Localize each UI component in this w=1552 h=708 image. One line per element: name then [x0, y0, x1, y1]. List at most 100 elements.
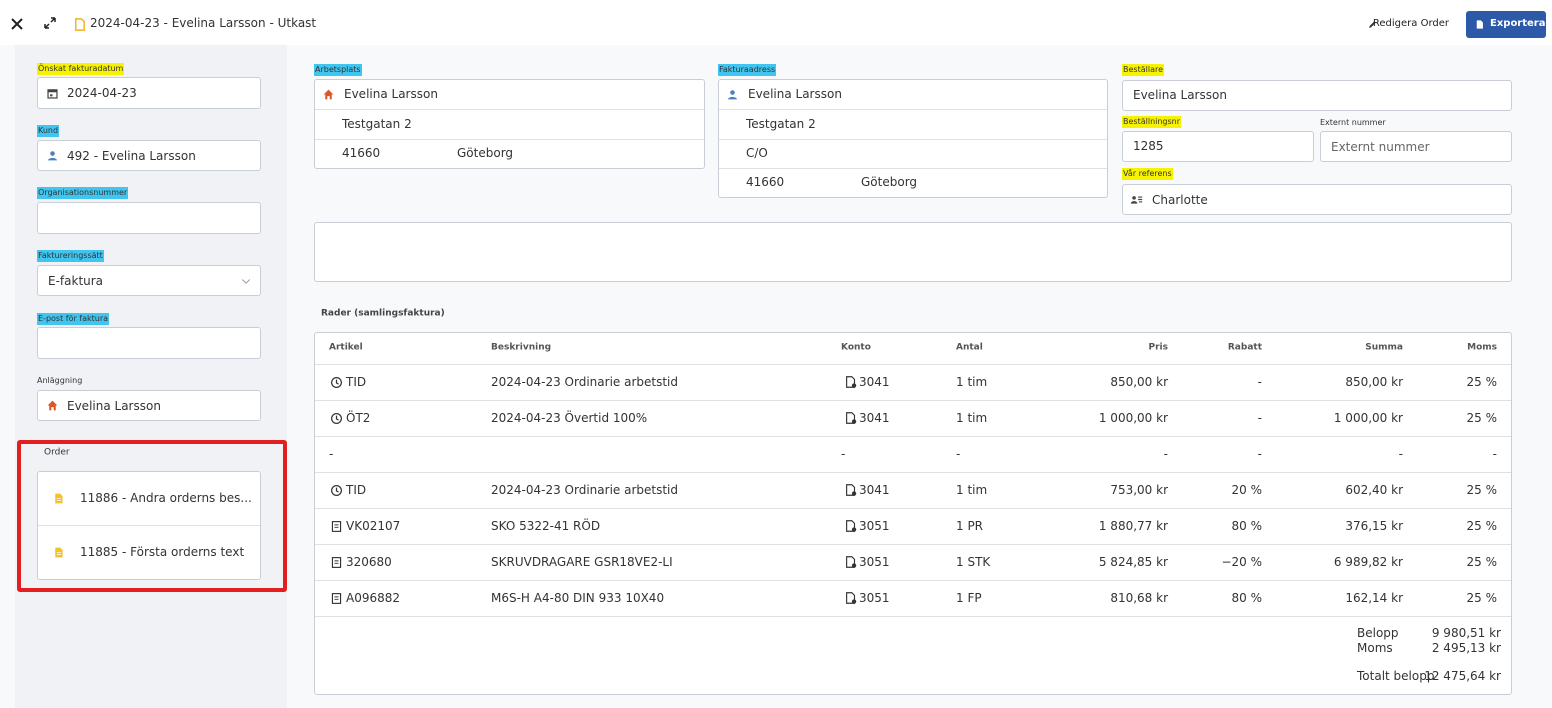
address-street: Testgatan 2: [746, 117, 816, 131]
order-item[interactable]: 11885 - Första orderns text: [80, 545, 245, 559]
icon-shape: [851, 383, 857, 388]
section-label: Fakturaadress: [718, 64, 777, 76]
order-divider: [38, 525, 260, 526]
icon-shape: [334, 559, 339, 564]
input-field[interactable]: [37, 390, 261, 421]
city: Göteborg: [861, 175, 918, 189]
field-label: Externt nummer: [1320, 118, 1386, 127]
icon-shape: [48, 157, 57, 161]
row-divider: [315, 472, 1511, 473]
field-label: Beställningsnr: [1122, 116, 1182, 128]
icon-shape: [335, 379, 339, 385]
address-co: C/O: [746, 146, 768, 160]
row-divider: [719, 109, 1107, 110]
house-icon: [323, 89, 334, 99]
input-field[interactable]: [1122, 131, 1314, 162]
table-cell: 20 %: [1231, 483, 1263, 497]
table-cell: 25 %: [1466, 519, 1498, 533]
order-item[interactable]: 11886 - Andra orderns bes...: [80, 491, 252, 505]
icon-shape: [846, 376, 856, 388]
input-field[interactable]: [1122, 80, 1512, 111]
total-value: 9 980,51 kr: [1431, 626, 1501, 640]
row-divider: [719, 139, 1107, 140]
page-title: 2024-04-23 - Evelina Larsson - Utkast: [90, 16, 317, 30]
clock-icon: [331, 376, 342, 388]
icon-shape: [846, 412, 856, 424]
table-cell: -: [1163, 447, 1168, 461]
postal-code: 41660: [342, 146, 381, 160]
table-cell: 3041: [859, 411, 890, 425]
field-value: 492 - Evelina Larsson: [67, 148, 196, 163]
column-header: Antal: [956, 342, 983, 353]
total-value: 12 475,64 kr: [1424, 669, 1501, 683]
table-cell: 1 FP: [956, 591, 982, 605]
table-cell: ÖT2: [346, 411, 371, 425]
icon-shape: [1476, 19, 1483, 29]
icon-shape: [50, 93, 53, 96]
docfill-icon: [55, 547, 63, 557]
table-cell: TID: [346, 483, 367, 497]
input-field[interactable]: [37, 140, 261, 171]
column-header: Beskrivning: [491, 342, 552, 353]
table-cell: -: [841, 447, 846, 461]
workplace-address[interactable]: [314, 79, 705, 169]
top-bar: [0, 0, 1552, 45]
icon-shape: [1130, 200, 1138, 204]
table-cell: -: [329, 447, 334, 461]
table-cell: 320680: [346, 555, 392, 569]
table-cell: VK02107: [346, 519, 401, 533]
row-divider: [315, 139, 704, 140]
table-cell: 3041: [859, 483, 890, 497]
input-field[interactable]: [37, 265, 261, 296]
notes-textarea[interactable]: [314, 222, 1512, 282]
total-label: Moms: [1357, 641, 1393, 655]
icon-shape: [335, 487, 339, 493]
input-field[interactable]: [37, 77, 261, 109]
rows-table[interactable]: [314, 332, 1512, 695]
table-cell: 1 880,77 kr: [1098, 519, 1168, 533]
icon-shape: [44, 17, 56, 29]
field-label: Önskat fakturadatum: [37, 63, 125, 75]
input-field[interactable]: [1320, 131, 1512, 162]
icon-shape: [334, 595, 339, 600]
edit-order-button[interactable]: Redigera Order: [1372, 18, 1449, 29]
icon-shape: [851, 599, 857, 604]
row-divider: [315, 400, 1511, 401]
invoice-address[interactable]: [718, 79, 1108, 198]
table-cell: 3051: [859, 591, 890, 605]
icon-shape: [1132, 195, 1136, 200]
input-field[interactable]: [37, 327, 261, 359]
input-field[interactable]: [1122, 184, 1512, 215]
table-cell: 3051: [859, 555, 890, 569]
table-cell: 2024-04-23 Ordinarie arbetstid: [491, 375, 678, 389]
field-value: 1285: [1133, 139, 1164, 153]
field-label: Kund: [37, 125, 60, 137]
total-label: Belopp: [1357, 626, 1399, 640]
icon-shape: [728, 96, 737, 99]
input-field[interactable]: [37, 202, 261, 234]
konto-icon: [846, 520, 857, 532]
field-label: Vår referens: [1122, 168, 1173, 180]
icon-shape: [56, 497, 61, 501]
export-icon: [1476, 19, 1483, 29]
icon-shape: [1369, 20, 1376, 28]
table-cell: A096882: [346, 591, 401, 605]
icon-shape: [331, 484, 342, 496]
field-placeholder: Externt nummer: [1331, 140, 1430, 154]
table-cell: 753,00 kr: [1110, 483, 1168, 497]
article-icon: [331, 556, 342, 568]
doc-icon: [75, 17, 85, 31]
postal-code: 41660: [746, 175, 785, 189]
field-value: E-faktura: [48, 273, 104, 288]
row-divider: [315, 436, 1511, 437]
total-label: Totalt belopp: [1357, 669, 1435, 683]
docfill-icon: [55, 493, 63, 503]
export-button-label[interactable]: Exportera: [1490, 18, 1546, 29]
table-cell: 25 %: [1466, 375, 1498, 389]
field-label: Beställare: [1122, 64, 1164, 76]
table-cell: 376,15 kr: [1345, 519, 1403, 533]
table-cell: 25 %: [1466, 483, 1498, 497]
icon-shape: [334, 523, 339, 528]
